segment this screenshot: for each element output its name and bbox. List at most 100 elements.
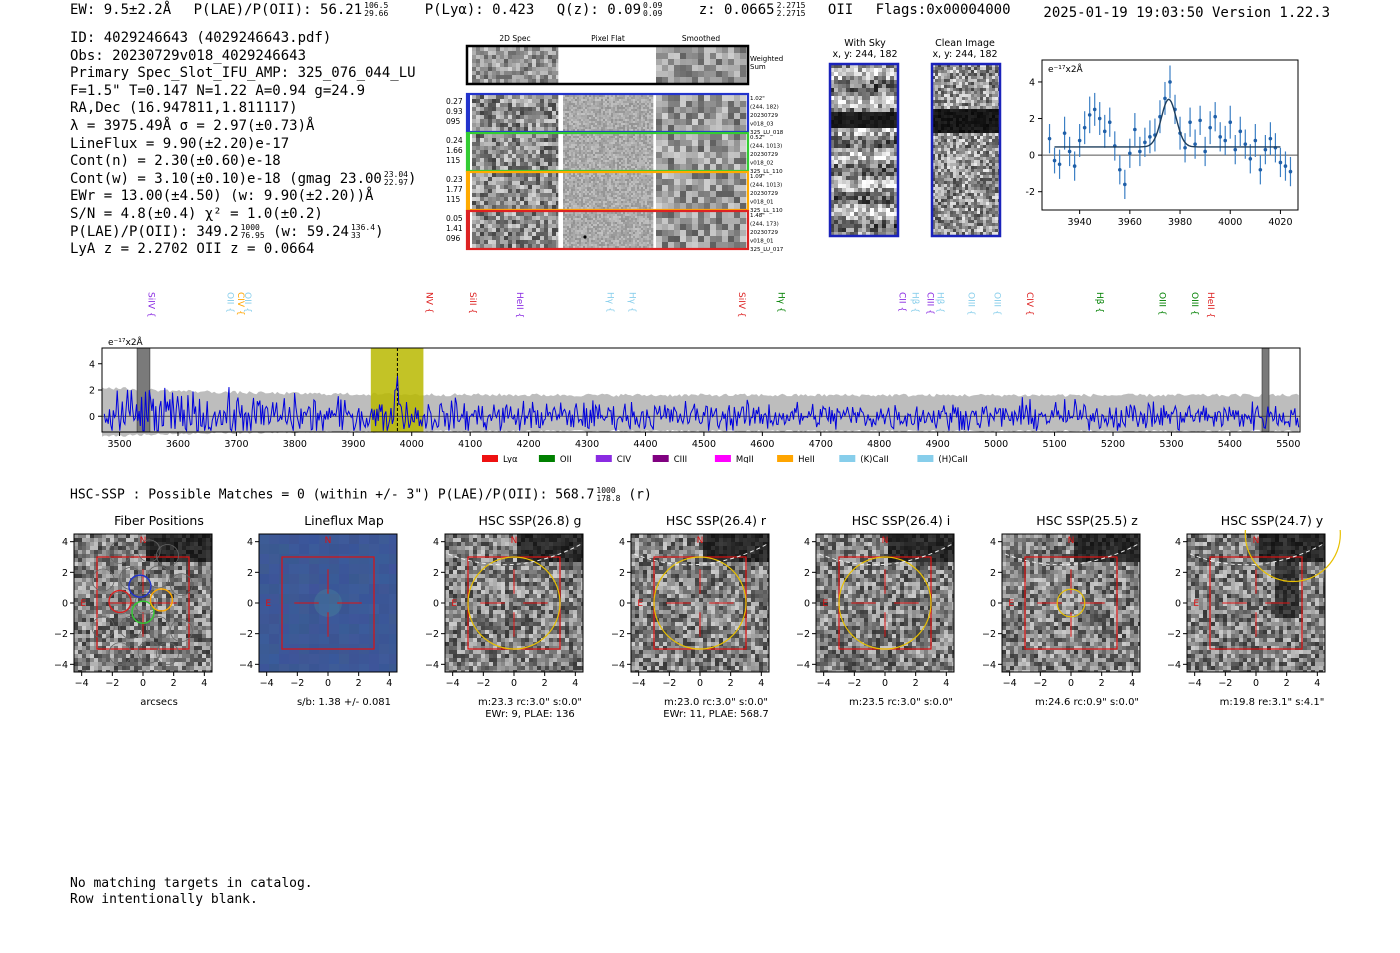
continuum-narrow: Cont(n) = 2.30(±0.60)e-18 xyxy=(70,153,281,170)
emission-line-label: OIII { xyxy=(1157,292,1167,316)
fiber-meta: v018_01 xyxy=(750,200,774,206)
zoom-data-point xyxy=(1133,127,1137,132)
hsc-plae-hi: 1000 xyxy=(596,486,616,495)
cutout-xtick-label: 2 xyxy=(542,678,548,689)
row-2dspec xyxy=(472,134,559,171)
cutout-title: HSC SSP(26.4) r xyxy=(665,513,767,528)
zoom-data-point xyxy=(1102,129,1107,134)
spectrum-xtick-label: 4400 xyxy=(633,439,657,450)
primary-spec: Primary Spec_Slot_IFU_AMP: 325_076_044_L… xyxy=(70,65,416,82)
cutout-xtick-label: 4 xyxy=(1129,678,1135,689)
cutout-image xyxy=(74,534,213,673)
weighted-sum-label: Weighted Sum xyxy=(750,55,783,71)
cutout-xtick-label: −4 xyxy=(1003,678,1017,689)
spectrum-xtick-label: 4800 xyxy=(867,439,891,450)
row-2dspec xyxy=(472,173,559,210)
fiber-stat: 115 xyxy=(446,156,461,165)
z-range: 2.2715 2.2715 xyxy=(777,2,806,18)
z-line-name: OII xyxy=(827,2,854,18)
q-lo: 0.09 xyxy=(643,9,663,18)
north-label: N xyxy=(882,536,889,546)
spectrum-ytick-label: 4 xyxy=(89,359,95,370)
cutout-ytick-label: 0 xyxy=(62,599,68,610)
plae-hi: 106.5 xyxy=(364,1,389,10)
fiber-circle xyxy=(169,573,193,596)
cutout-image xyxy=(1002,534,1141,673)
cutout-ytick-label: −4 xyxy=(54,660,68,671)
zoom-data-point xyxy=(1057,162,1062,167)
cutout-ytick-label: 2 xyxy=(1175,568,1181,579)
cutout-ytick-label: −2 xyxy=(796,629,810,640)
zoom-data-point xyxy=(1248,156,1253,161)
cutout-caption-line: EWr: 9, PLAE: 136 xyxy=(485,709,575,720)
plae-w-lo: 33 xyxy=(350,230,361,240)
cutout-ytick-label: 4 xyxy=(62,537,68,548)
aperture-circle xyxy=(1244,530,1341,583)
zoom-data-point xyxy=(1288,169,1293,174)
emission-line-label: Hβ { xyxy=(935,292,945,313)
zoom-gaussian-fit xyxy=(1054,98,1281,148)
clean-image xyxy=(932,64,1001,237)
cutout-ytick-label: −2 xyxy=(425,629,439,640)
with-sky-image xyxy=(830,64,899,237)
fiber-circle xyxy=(156,642,179,665)
zoom-data-point xyxy=(1148,135,1152,139)
east-label: E xyxy=(637,599,643,609)
zoom-data-point xyxy=(1128,151,1132,156)
plae-ratio-hi: 1000 xyxy=(240,222,260,232)
error-band xyxy=(102,387,1299,437)
cutout-xtick-label: −4 xyxy=(75,678,89,689)
cutout-xtick-label: −2 xyxy=(662,678,676,689)
cutout-caption-line: m:23.3 rc:3.0" s:0.0" xyxy=(477,697,583,708)
q-hi: 0.09 xyxy=(643,1,663,10)
emission-line-label: CII { xyxy=(897,292,907,312)
zoom-data-point xyxy=(1072,164,1077,168)
row-2dspec xyxy=(472,95,559,132)
emission-line-label: OIII { xyxy=(966,292,976,316)
zoom-data-point xyxy=(1258,167,1263,172)
fiber-circle xyxy=(119,616,143,639)
cutout-caption: m:19.8 re:3.1" s:4.1" xyxy=(1173,697,1371,709)
cutout-xtick-label: −2 xyxy=(105,678,119,689)
spec2d-col-header: 2D Spec xyxy=(499,34,530,43)
emission-line-label: Hγ { xyxy=(776,292,786,313)
fiber-meta: 20230729 xyxy=(750,152,778,158)
zoom-unit-label: e⁻¹⁷x2Å xyxy=(1048,63,1084,75)
cutout-xtick-label: −2 xyxy=(847,678,861,689)
weighted-sum-word: Sum xyxy=(750,63,766,71)
north-label: N xyxy=(325,536,332,546)
cutout-title: Fiber Positions xyxy=(114,513,204,528)
zoom-data-point xyxy=(1238,129,1243,134)
row-smoothed xyxy=(656,95,747,132)
north-label: N xyxy=(140,536,147,546)
cutout-ytick-label: −2 xyxy=(1167,629,1181,640)
emission-line-label: CIV { xyxy=(1024,292,1034,316)
fiber-stat: 115 xyxy=(446,195,461,204)
cutout-image xyxy=(445,534,584,673)
with-sky-frame xyxy=(828,62,900,238)
zoom-data-point xyxy=(1168,80,1172,84)
fiber-meta: 20230729 xyxy=(750,191,778,197)
clean-image-frame xyxy=(930,62,1002,238)
spectrum-xtick-label: 4000 xyxy=(400,439,424,450)
cutout-ytick-label: 4 xyxy=(619,537,625,548)
fiber-row-tab xyxy=(467,94,470,132)
zoom-data-point xyxy=(1067,149,1072,154)
cutout-ytick-label: −2 xyxy=(54,629,68,640)
aperture-circle xyxy=(1056,588,1086,618)
fiber-blue xyxy=(128,574,152,598)
zoom-data-point xyxy=(1253,138,1258,143)
spectrum-xtick-label: 5100 xyxy=(1042,439,1066,450)
plae-w-range: 136.4 33 xyxy=(350,223,375,240)
zoom-spectrum-plot: 3940 3960 3980 4000 4020 -2 0 2 4 e⁻¹⁷x2Å xyxy=(1026,59,1299,228)
spectrum-ytick-label: 2 xyxy=(89,386,95,397)
north-label: N xyxy=(1253,536,1260,546)
spectrum-xtick-label: 4500 xyxy=(692,439,716,450)
cutout-xtick-label: −2 xyxy=(476,678,490,689)
cutout-ytick-label: 4 xyxy=(990,537,996,548)
cutout-xtick-label: 0 xyxy=(511,678,517,689)
signal-noise: S/N = 4.8(±0.4) χ² = 1.0(±0.2) xyxy=(70,205,323,222)
cutout-panel: N E −4 −4 −2 −2 0 0 2 2 4 4 xyxy=(54,533,213,689)
spec2d-col-header: Smoothed xyxy=(682,34,721,43)
cutout-title: HSC SSP(24.7) y xyxy=(1220,513,1324,528)
